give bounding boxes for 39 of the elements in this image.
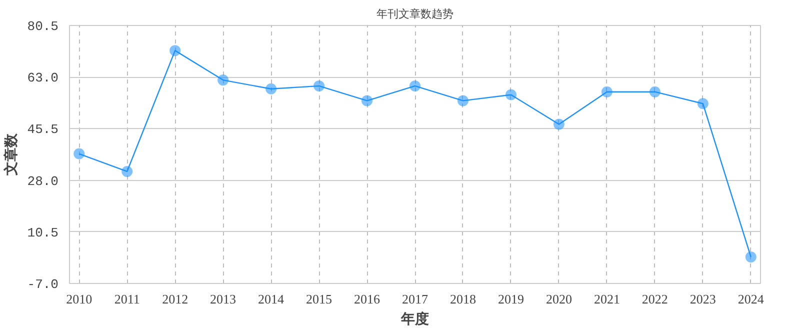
y-tick-label: -7.0 bbox=[27, 277, 59, 292]
point bbox=[362, 95, 373, 106]
point bbox=[601, 86, 612, 98]
point bbox=[74, 148, 85, 160]
point bbox=[697, 98, 708, 110]
point bbox=[457, 95, 468, 106]
point bbox=[553, 118, 564, 130]
x-tick-label: 2022 bbox=[642, 292, 668, 306]
point bbox=[649, 86, 660, 98]
point bbox=[314, 80, 325, 92]
x-tick-label: 2019 bbox=[498, 292, 524, 306]
point bbox=[266, 83, 277, 94]
y-tick-label: 63.0 bbox=[27, 70, 59, 86]
x-tick-label: 2017 bbox=[402, 292, 428, 306]
x-tick-label: 2015 bbox=[306, 292, 332, 306]
x-axis-title: 年度 bbox=[400, 310, 429, 328]
chart-title: 年刊文章数趋势 bbox=[376, 8, 454, 20]
x-tick-label: 2024 bbox=[738, 292, 764, 306]
point bbox=[505, 89, 516, 100]
x-tick-label: 2013 bbox=[210, 292, 236, 306]
point bbox=[218, 74, 229, 86]
x-tick-label: 2014 bbox=[258, 292, 285, 306]
point bbox=[170, 45, 181, 56]
x-tick-label: 2018 bbox=[450, 292, 476, 306]
x-tick-label: 2011 bbox=[114, 292, 140, 306]
point bbox=[410, 80, 420, 92]
y-axis-title: 文章数 bbox=[2, 132, 20, 176]
x-tick-label: 2020 bbox=[546, 292, 572, 306]
y-tick-label: 28.0 bbox=[27, 174, 59, 189]
x-tick-label: 2010 bbox=[66, 292, 92, 306]
y-tick-label: 10.5 bbox=[27, 225, 59, 240]
y-tick-label: 45.5 bbox=[27, 122, 59, 138]
point bbox=[745, 251, 756, 262]
x-tick-label: 2023 bbox=[690, 292, 716, 306]
x-tick-label: 2012 bbox=[162, 292, 188, 306]
x-tick-label: 2021 bbox=[594, 292, 620, 306]
y-tick-label: 80.5 bbox=[27, 19, 59, 34]
x-tick-label: 2016 bbox=[354, 292, 381, 306]
point bbox=[122, 166, 133, 177]
